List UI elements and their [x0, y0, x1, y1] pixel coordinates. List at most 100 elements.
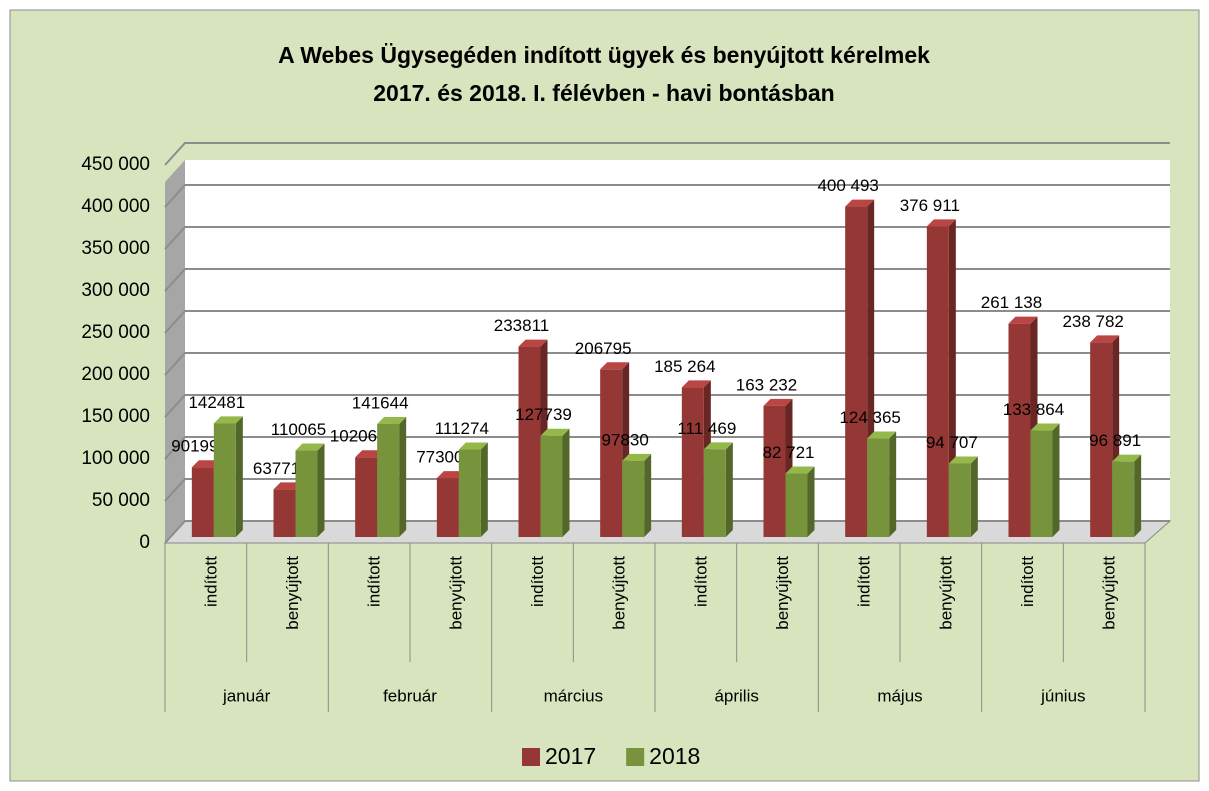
bar: [1090, 342, 1113, 537]
bar-side: [399, 417, 407, 537]
y-tick-label: 300 000: [81, 280, 150, 301]
bar-side: [317, 443, 325, 537]
x-tick-label: benyújtott: [936, 556, 955, 630]
bar: [1030, 430, 1053, 537]
bar: [377, 424, 400, 537]
value-label: 163 232: [736, 375, 797, 394]
value-label: 133 864: [1003, 400, 1064, 419]
y-tick-label: 200 000: [81, 364, 150, 385]
x-tick-label: indított: [1018, 556, 1037, 607]
side-wall: [165, 160, 185, 543]
bar-side: [644, 453, 652, 537]
y-tick-label: 0: [139, 532, 150, 553]
value-label: 261 138: [981, 293, 1042, 312]
bar-top: [1030, 423, 1060, 431]
bar-side: [807, 466, 815, 537]
value-label: 141644: [352, 394, 409, 413]
value-label: 238 782: [1062, 312, 1123, 331]
bar-side: [480, 442, 488, 537]
bar: [622, 460, 645, 537]
bar: [458, 449, 481, 537]
bar: [845, 206, 868, 537]
grid-line: [164, 520, 1170, 544]
bar: [355, 457, 378, 537]
x-tick-label: benyújtott: [610, 556, 629, 630]
grid-line: [164, 394, 1170, 418]
grid-line: [164, 142, 1170, 166]
bar-top: [785, 466, 815, 474]
value-label: 96 891: [1089, 431, 1141, 450]
bar-side: [970, 456, 978, 537]
bar-top: [948, 456, 978, 464]
bar-top: [763, 398, 793, 406]
value-label: 142481: [188, 393, 245, 412]
group-label: május: [877, 686, 922, 705]
value-label: 376 911: [900, 196, 960, 215]
grid-line: [164, 310, 1170, 334]
bar-top: [622, 453, 652, 461]
bar-top: [681, 380, 711, 388]
x-tick-label: benyújtott: [446, 556, 465, 630]
bar: [273, 489, 296, 537]
value-label: 94 707: [926, 433, 978, 452]
bar: [518, 346, 541, 537]
legend-swatch: [522, 748, 540, 766]
group-label: február: [383, 686, 437, 705]
bar-side: [889, 431, 897, 537]
grid-line: [164, 184, 1170, 208]
bar: [926, 226, 949, 537]
chart-title: 2017. és 2018. I. félévben - havi bontás…: [373, 80, 834, 106]
grid-line: [164, 478, 1170, 502]
chart-title: A Webes Ügysegéden indított ügyek és ben…: [278, 42, 930, 68]
bar-top: [213, 416, 243, 424]
x-tick-label: indított: [528, 556, 547, 607]
grid-line: [164, 226, 1170, 250]
bar-top: [926, 219, 956, 227]
value-label: 102066: [330, 427, 387, 446]
bar-side: [948, 219, 956, 537]
bar-side: [562, 428, 570, 537]
bar: [295, 450, 318, 537]
bar: [436, 478, 459, 537]
bar-top: [191, 460, 221, 468]
bar-side: [1134, 454, 1142, 537]
x-tick-label: indított: [201, 556, 220, 607]
back-wall: [185, 160, 1170, 521]
y-tick-label: 50 000: [92, 490, 150, 511]
bar-top: [458, 442, 488, 450]
y-tick-label: 400 000: [81, 196, 150, 217]
y-tick-label: 250 000: [81, 322, 150, 343]
x-tick-label: indított: [855, 556, 874, 607]
y-tick-label: 100 000: [81, 448, 150, 469]
bar-top: [355, 450, 385, 458]
value-label: 124 365: [839, 408, 900, 427]
y-tick-label: 450 000: [81, 154, 150, 175]
x-tick-label: benyújtott: [773, 556, 792, 630]
legend-label: 2018: [649, 743, 700, 769]
bar: [1008, 323, 1031, 537]
bar-top: [703, 442, 733, 450]
value-label: 127739: [515, 405, 572, 424]
bar: [867, 438, 890, 537]
bar-top: [295, 443, 325, 451]
bar-top: [273, 482, 303, 490]
value-label: 82 721: [763, 443, 815, 462]
value-label: 185 264: [654, 357, 715, 376]
y-tick-label: 150 000: [81, 406, 150, 427]
value-label: 77300: [416, 448, 463, 467]
bar-top: [540, 428, 570, 436]
bar-top: [600, 362, 630, 370]
bar-side: [725, 442, 733, 537]
bar-top: [377, 417, 407, 425]
bar-side: [235, 416, 243, 537]
grid-line: [164, 268, 1170, 292]
bar: [213, 423, 236, 537]
grid-line: [164, 436, 1170, 460]
bar-side: [1052, 423, 1060, 537]
legend-swatch: [626, 748, 645, 766]
group-label: március: [544, 686, 604, 705]
value-label: 110065: [271, 420, 326, 439]
bar: [948, 463, 971, 537]
grid-line: [164, 352, 1170, 376]
